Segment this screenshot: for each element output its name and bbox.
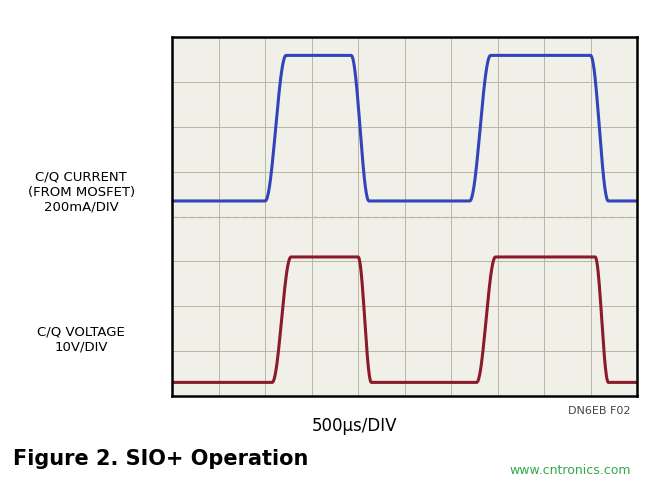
Text: 500μs/DIV: 500μs/DIV [311,416,397,434]
Text: C/Q CURRENT
(FROM MOSFET)
200mA/DIV: C/Q CURRENT (FROM MOSFET) 200mA/DIV [28,170,135,214]
Text: Figure 2. SIO+ Operation: Figure 2. SIO+ Operation [13,448,308,468]
Text: DN6EB F02: DN6EB F02 [568,406,630,415]
Text: www.cntronics.com: www.cntronics.com [509,463,630,476]
Text: C/Q VOLTAGE
10V/DIV: C/Q VOLTAGE 10V/DIV [38,324,125,352]
